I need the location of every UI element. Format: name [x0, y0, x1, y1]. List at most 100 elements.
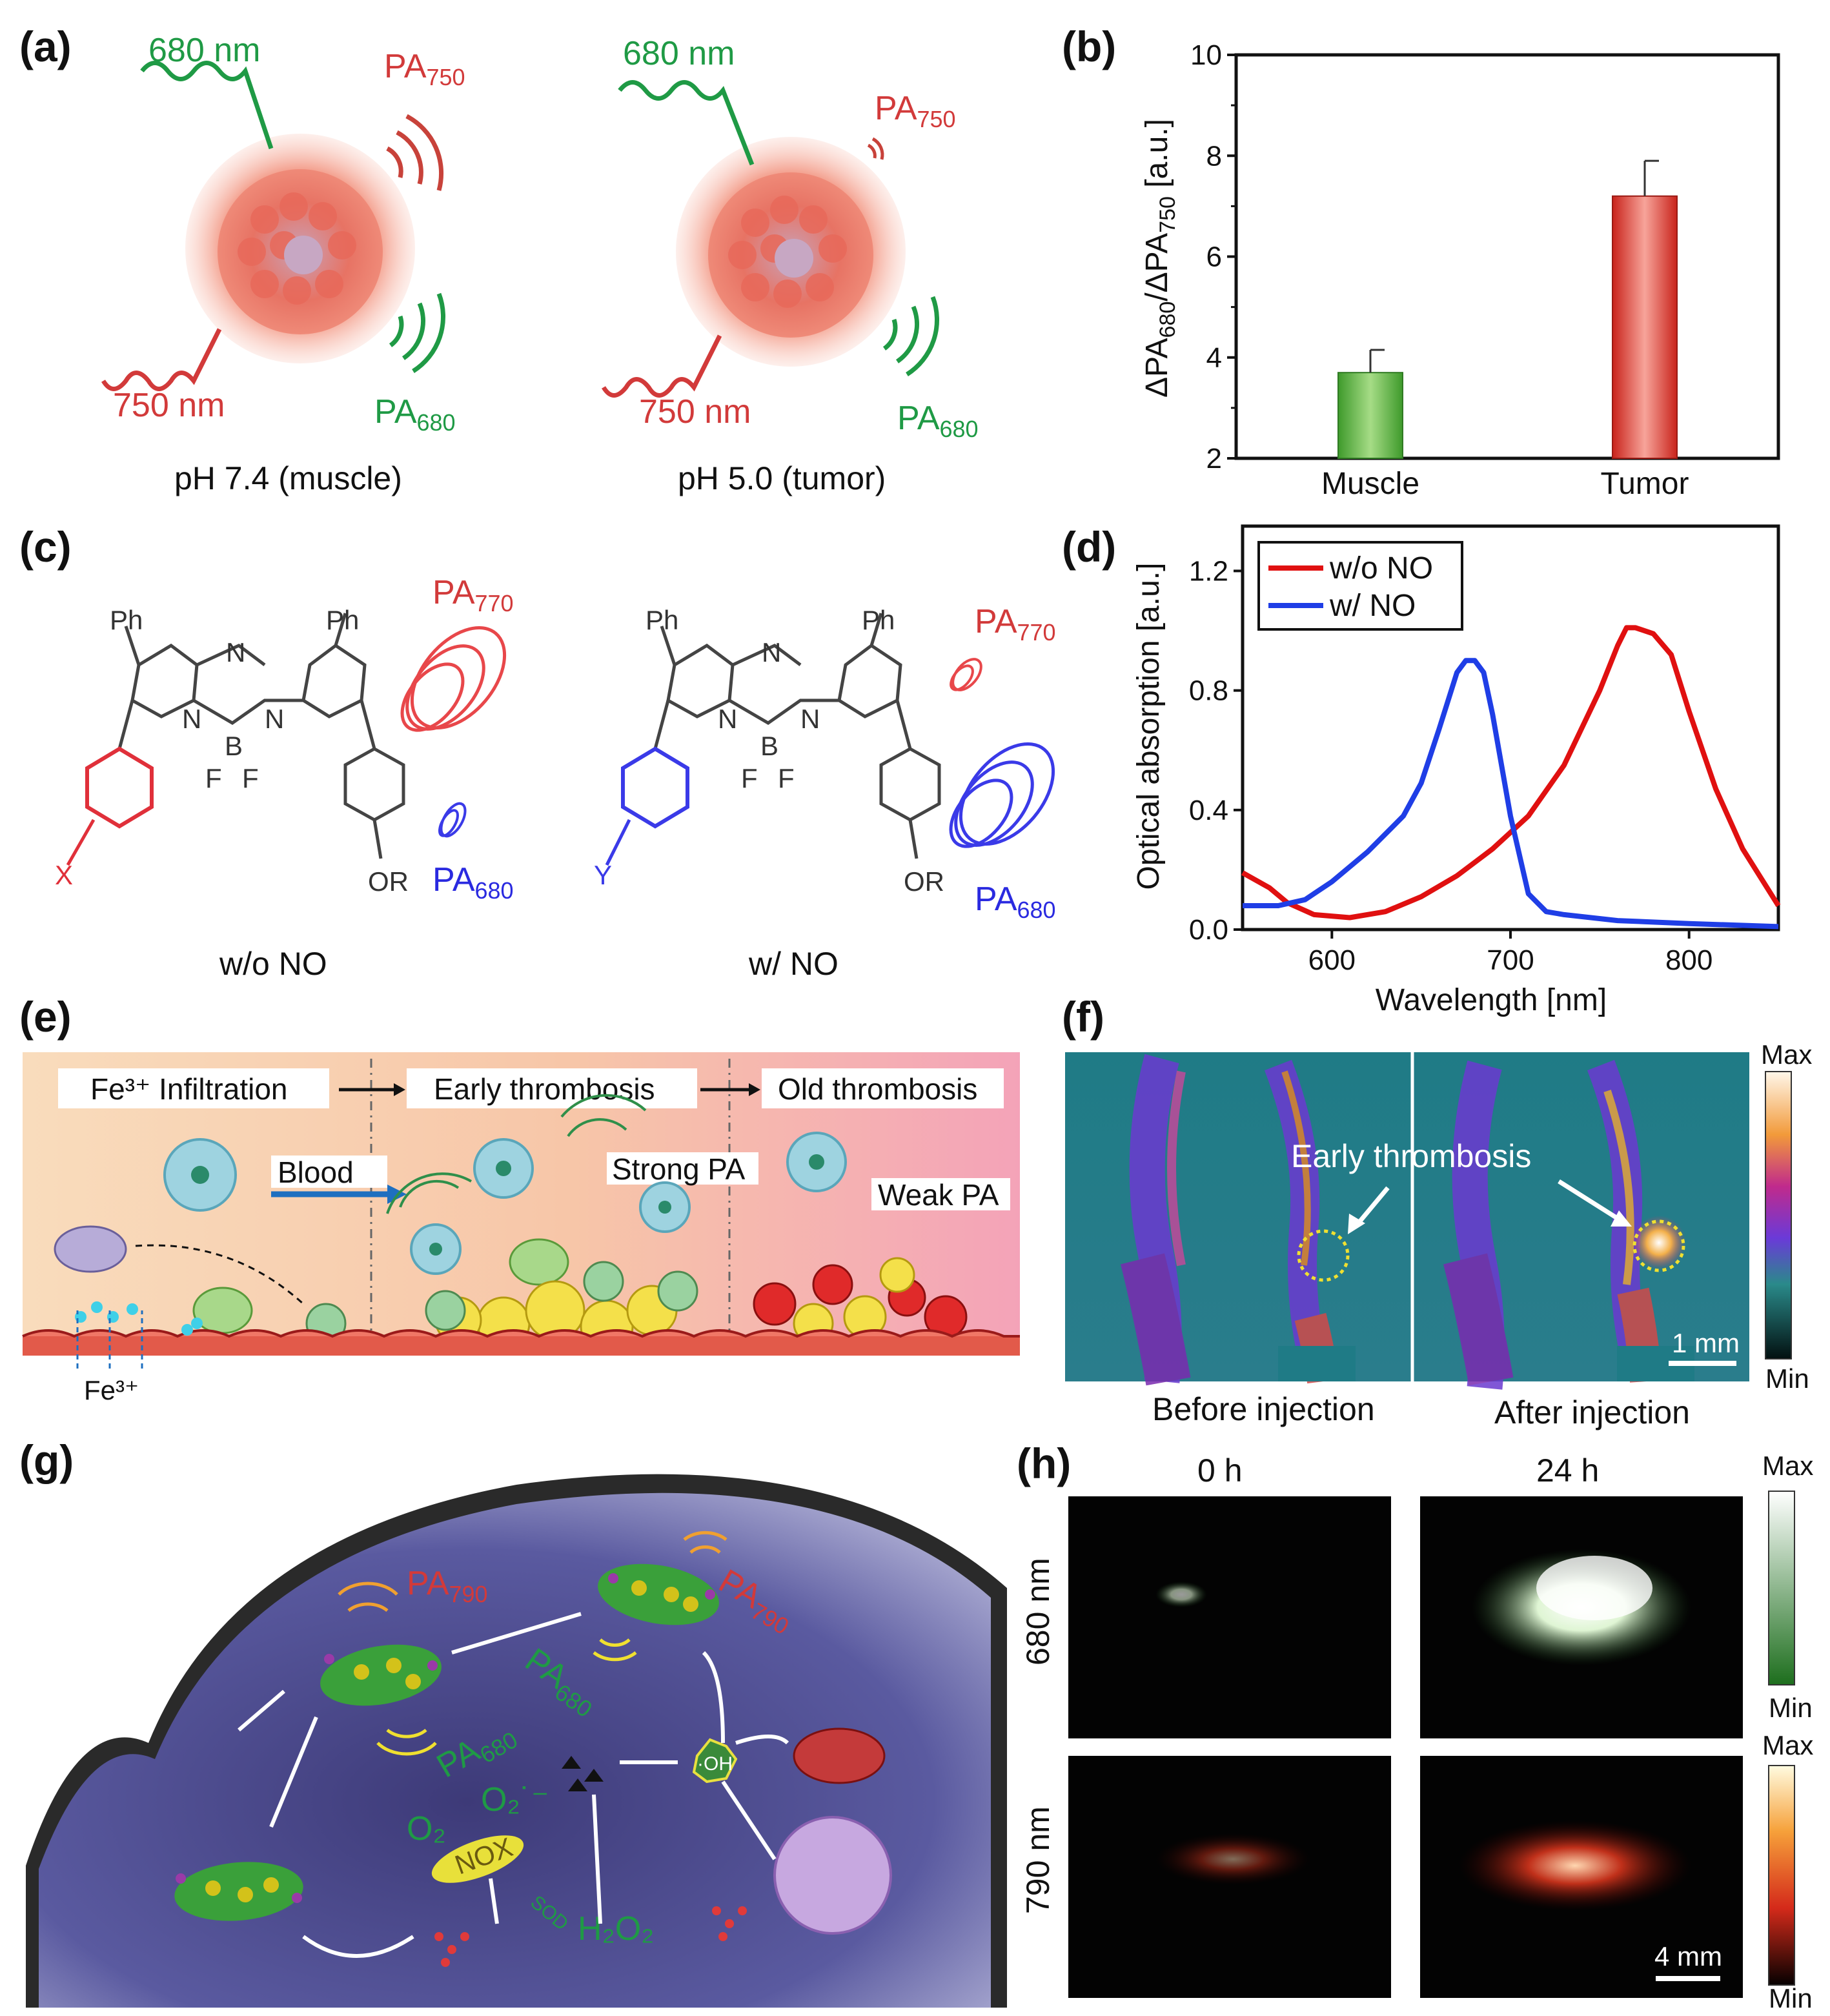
stage-label-fe-infiltration: Fe³⁺ Infiltration	[90, 1072, 288, 1106]
fe-arrows	[76, 1310, 143, 1369]
bodipy-structure-left	[117, 613, 405, 859]
y-axis-label: ΔPA680/ΔPA750 [a.u.]	[1140, 119, 1180, 398]
panel-b-label: (b)	[1062, 23, 1116, 70]
colorbar-790-min: Min	[1769, 1983, 1813, 2013]
time-label-0h: 0 h	[1197, 1452, 1243, 1489]
arrowhead-stage-1-2	[394, 1083, 405, 1096]
ros-dots	[434, 1906, 747, 1967]
stage-box-3	[762, 1068, 1004, 1108]
hydroxyl-radical-label: ·OH	[697, 1753, 733, 1775]
legend-label: w/ NO	[1329, 589, 1416, 623]
legend-box	[1257, 541, 1463, 631]
colorbar-680-min: Min	[1769, 1693, 1813, 1723]
caption-muscle: pH 7.4 (muscle)	[174, 460, 402, 496]
panel-d: (d) 0.0 0.4 0.8 1.2 600 700 800 Wavelength [nm]…	[1062, 523, 1781, 1017]
y-axis-label: Optical absorption [a.u.]	[1132, 563, 1166, 890]
chart-d: 0.0 0.4 0.8 1.2 600 700 800 Wavelength [nm] Opti…	[1132, 524, 1781, 1017]
colorbar-790-max: Max	[1762, 1730, 1813, 1760]
panel-e-label: (e)	[19, 993, 72, 1041]
label-pa770-right: PA770	[975, 603, 1056, 646]
arrowhead-stage-2-3	[749, 1083, 760, 1096]
pa680-waves	[376, 1638, 637, 1756]
x-tick-label: 800	[1665, 944, 1713, 976]
nox-enzyme	[431, 1835, 524, 1883]
atom-n-5: N	[718, 704, 737, 734]
strong-pa-box	[607, 1152, 758, 1185]
bar-tumor	[1612, 195, 1678, 459]
panel-g-label: (g)	[19, 1436, 74, 1484]
atom-b-2: B	[760, 731, 778, 761]
vessel-wall	[22, 1329, 1020, 1356]
bodipy-structure-right	[653, 613, 941, 859]
substituent-bond-x	[66, 819, 96, 866]
stage-box-1	[58, 1068, 329, 1108]
y-tick-label: 0.8	[1189, 675, 1228, 707]
panel-b: (b) 2 4 6 8 10 Muscle Tumor ΔPA680/ΔPA750 [a.u.…	[1062, 23, 1780, 501]
atom-ph-2: Ph	[326, 605, 359, 635]
signal-680-24h-core	[1536, 1556, 1652, 1620]
caption-before-injection: Before injection	[1152, 1391, 1375, 1427]
atom-f-4: F	[778, 763, 795, 793]
scale-bar-f-label: 1 mm	[1672, 1328, 1740, 1358]
pa770-rings-left	[400, 626, 507, 732]
caption-after-injection: After injection	[1494, 1394, 1690, 1431]
annotation-arrow-right	[1558, 1179, 1622, 1222]
pathway-arrows	[238, 1612, 789, 1958]
panel-a: (a) 680 nm 750 nm PA750 PA680 pH 7.4 (mu…	[19, 23, 979, 496]
annotation-arrowhead-left	[1348, 1214, 1365, 1234]
pa680-emission-right	[882, 296, 939, 376]
colorbar-f-max: Max	[1761, 1039, 1812, 1070]
strong-pa-label: Strong PA	[612, 1152, 746, 1186]
signal-680-0h	[1155, 1582, 1207, 1607]
atom-n-3: N	[265, 704, 284, 734]
x-tick-label: Tumor	[1601, 467, 1689, 501]
nanoparticle-tumor	[676, 137, 906, 367]
caption-with-no: w/ NO	[748, 946, 839, 982]
pa680-rings-left	[438, 802, 467, 838]
colorbar-680-max: Max	[1762, 1451, 1813, 1481]
platelet	[509, 1238, 569, 1286]
nanoparticle-cluster	[320, 1644, 442, 1706]
atom-y: Y	[594, 860, 612, 890]
mitochondrion	[793, 1727, 886, 1784]
pa750-emission-right	[867, 137, 884, 160]
row-label-790nm: 790 nm	[1020, 1806, 1056, 1914]
weak-pa-box	[871, 1178, 1010, 1210]
row-label-680nm: 680 nm	[1020, 1558, 1056, 1665]
legend-label: w/o NO	[1329, 551, 1433, 585]
label-pa680-right: PA680	[897, 400, 979, 442]
early-thrombosis-annotation: Early thrombosis	[1291, 1138, 1531, 1174]
y-tick-label: 0.4	[1189, 795, 1228, 826]
panel-h-label: (h)	[1017, 1440, 1071, 1487]
colorbar-790	[1768, 1765, 1795, 1986]
x-tick-label: 700	[1487, 944, 1534, 976]
fe-label: Fe³⁺	[84, 1375, 139, 1405]
y-tick-label: 2	[1206, 443, 1222, 474]
pa680-emission-left	[389, 292, 445, 373]
label-680nm-left: 680 nm	[148, 32, 260, 69]
pa680-rings-right	[949, 742, 1055, 848]
series-line-with-no	[1243, 658, 1779, 930]
label-pa680-left-c: PA680	[432, 861, 514, 904]
atom-n-1: N	[226, 637, 245, 667]
panel-f-label: (f)	[1062, 993, 1104, 1041]
mask-left	[1278, 1346, 1356, 1381]
label-pa680-left: PA680	[374, 393, 456, 436]
excitation-750-wave-left	[101, 328, 222, 391]
pa790-waves	[338, 1531, 727, 1612]
annotation-arrowhead-right	[1611, 1210, 1632, 1227]
intracellular-nanoparticles	[174, 1563, 719, 1921]
caption-without-no: w/o NO	[219, 946, 327, 982]
bar-muscle	[1337, 372, 1403, 459]
atom-or-2: OR	[904, 866, 944, 897]
x-tick-label: Muscle	[1321, 467, 1419, 501]
cell-path-arrow	[135, 1244, 305, 1305]
panel-g: (g) PA790 PA790 PA680 PA680 NOX	[19, 1436, 1007, 2008]
annotation-arrow-left	[1354, 1186, 1390, 1228]
y-tick-label: 4	[1206, 342, 1222, 374]
substituent-ring-x	[85, 746, 154, 829]
atom-f-2: F	[242, 763, 259, 793]
panel-d-label: (d)	[1062, 523, 1116, 571]
platelet	[192, 1287, 253, 1334]
caption-tumor: pH 5.0 (tumor)	[678, 460, 886, 496]
